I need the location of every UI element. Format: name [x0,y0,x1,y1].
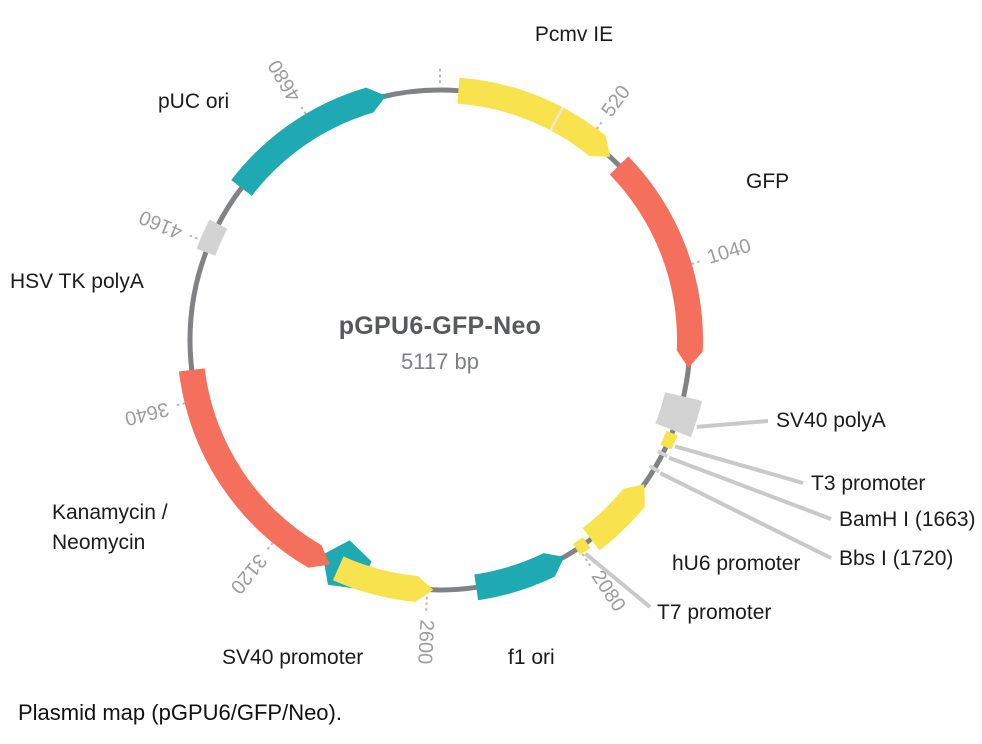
feature-sv40-promoter[interactable] [332,556,434,602]
feature-bbs-i-1720[interactable] [648,464,660,474]
feature-label-layer: Pcmv IE GFP SV40 polyA T3 promoter BamH I (1… [10,23,976,669]
feature-hu6-promoter[interactable] [582,484,645,551]
position-tick-label: 1040 [705,235,754,269]
feature-kanamycin-neomycin[interactable] [178,368,330,568]
feature-label-kanamycin-neomycin: Kanamycin / [52,501,168,524]
feature-label-t7-promoter: T7 promoter [657,601,771,624]
feature-label-bbs-i-1720: Bbs I (1720) [839,547,953,570]
feature-t3-promoter[interactable] [660,430,678,450]
leader-line-bamh-i-1663 [668,455,832,521]
position-tick-label: 3120 [226,550,271,598]
feature-gfp[interactable] [609,156,704,368]
leader-line-layer [584,419,832,609]
feature-label-sv40-promoter: SV40 promoter [222,646,363,669]
leader-line-bbs-i-1720 [659,471,832,560]
figure-caption: Plasmid map (pGPU6/GFP/Neo). [18,700,342,725]
feature-t7-promoter[interactable] [572,537,591,555]
feature-bamh-i-1663[interactable] [656,449,669,458]
feature-label-gfp: GFP [746,170,789,193]
leader-line-t7-promoter [584,552,652,609]
feature-puc-ori[interactable] [231,87,387,196]
position-tick-mark [581,553,592,567]
plasmid-length-subtitle: 5117 bp [401,349,479,374]
feature-f1-ori[interactable] [474,553,565,601]
center-annotation-group: pGPU6-GFP-Neo 5117 bp [339,312,542,374]
leader-line-t3-promoter [674,444,804,485]
plasmid-name-title: pGPU6-GFP-Neo [339,312,542,340]
feature-label-puc-ori: pUC ori [158,90,229,113]
feature-label-t3-promoter: T3 promoter [811,472,925,495]
feature-sv40-polya[interactable] [655,392,703,438]
feature-pcmv-ie[interactable] [457,77,611,157]
position-tick-label: 2600 [413,619,437,665]
feature-label-f1-ori: f1 ori [508,646,555,669]
feature-label-pcmv-ie: Pcmv IE [535,23,613,46]
position-tick-label: 520 [597,81,635,121]
feature-label-bamh-i-1663: BamH I (1663) [839,508,976,531]
feature-label-hsv-tk-polya: HSV TK polyA [10,270,144,293]
position-tick-mark [425,596,428,612]
feature-hsv-tk-polya[interactable] [196,219,228,256]
position-tick-label: 4680 [264,56,306,105]
feature-label-sv40-polya: SV40 polyA [776,409,886,432]
feature-label-kanamycin-neomycin-line2: Neomycin [52,531,145,554]
leader-line-sv40-polya [696,419,769,429]
position-tick-label: 4160 [136,205,186,242]
feature-label-hu6-promoter: hU6 promoter [672,552,800,575]
feature-divider-pcmv-ie [549,106,564,131]
feature-layer [178,77,704,602]
position-tick-label: 3640 [123,397,171,429]
